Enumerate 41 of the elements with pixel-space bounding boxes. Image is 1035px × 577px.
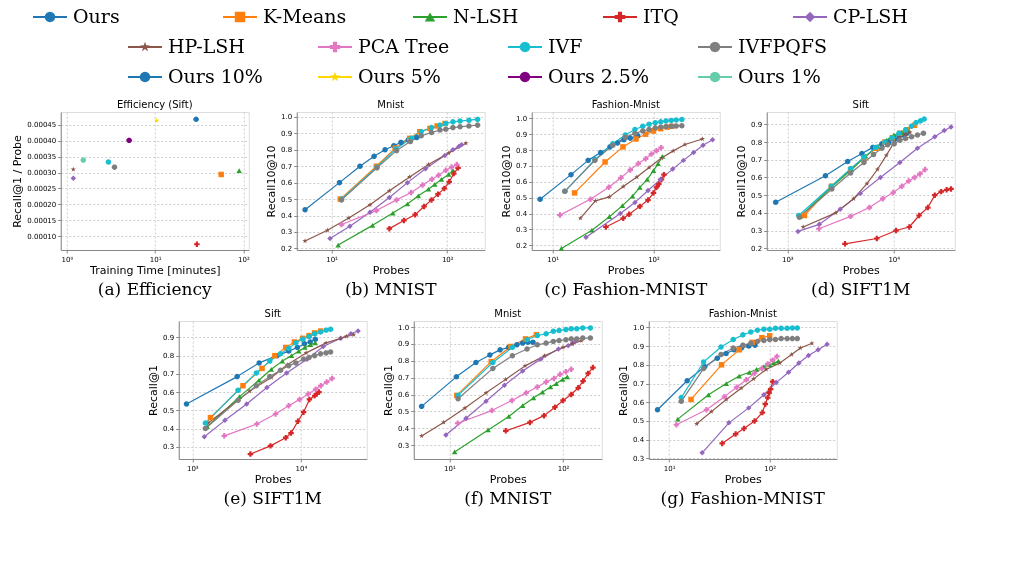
text: (d) SIFT1M [811, 279, 911, 299]
text: (a) Efficiency [97, 279, 213, 299]
chart-title: Fashion-Mnist [591, 99, 660, 110]
text: (f) MNIST [464, 488, 552, 508]
legend-label: N-LSH [453, 5, 519, 27]
y-axis-title: Recall@1 [617, 365, 631, 416]
text: (e) SIFT1M [223, 488, 322, 508]
x-axis-title: Probes [254, 472, 292, 486]
legend-label: K-Means [263, 5, 347, 27]
legend-label: IVF [548, 35, 583, 57]
legend-label: ITQ [643, 5, 679, 27]
y-axis-title: Recall@1 [147, 365, 161, 416]
x-axis-title: Training Time [minutes] [89, 263, 221, 277]
x-axis-title: Probes [372, 263, 410, 277]
legend-label: CP-LSH [833, 5, 908, 27]
legend-label: Ours 10% [168, 65, 263, 87]
y-axis-title: Recall@1 [382, 365, 396, 416]
legend-label: Ours 2.5% [548, 65, 649, 87]
y-axis-title: Recall@1 / Probe [11, 134, 25, 228]
legend-label: Ours [73, 5, 120, 27]
legend-label: IVFPQFS [738, 35, 827, 57]
legend-label: HP-LSH [168, 35, 245, 57]
chart-title: Efficiency (Sift) [116, 99, 193, 110]
chart-title: Mnist [494, 308, 522, 319]
legend-label: PCA Tree [358, 35, 450, 57]
text: (g) Fashion-MNIST [660, 488, 826, 508]
chart-title: Fashion-Mnist [708, 308, 777, 319]
x-axis-title: Probes [724, 472, 762, 486]
chart-title: Sift [264, 308, 282, 319]
chart-title: Mnist [377, 99, 405, 110]
legend-label: Ours 1% [738, 65, 821, 87]
legend-label: Ours 5% [358, 65, 441, 87]
y-axis-title: Recall10@10 [265, 145, 279, 218]
x-axis-title: Probes [842, 263, 880, 277]
text: (c) Fashion-MNIST [544, 279, 708, 299]
chart-title: Sift [852, 99, 870, 110]
y-axis-title: Recall10@10 [500, 145, 514, 218]
text: (b) MNIST [344, 279, 438, 299]
y-axis-title: Recall10@10 [735, 145, 749, 218]
x-axis-title: Probes [607, 263, 645, 277]
x-axis-title: Probes [489, 472, 527, 486]
